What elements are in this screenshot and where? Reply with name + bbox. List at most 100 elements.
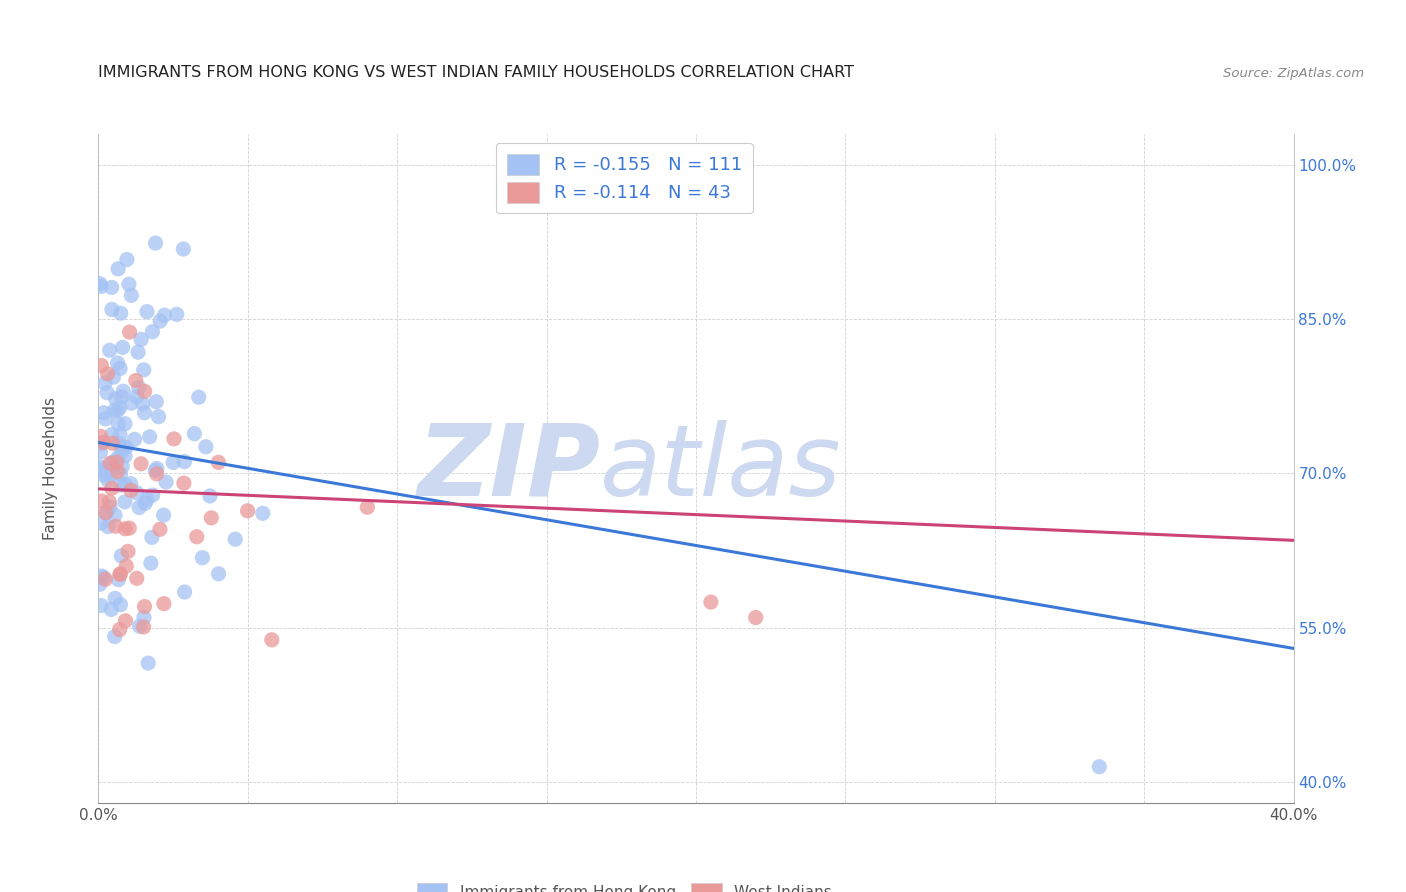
Point [97, 473, 120, 487]
Point [128, 380, 150, 394]
Point [108, 401, 131, 415]
Point [120, 288, 142, 302]
Point [129, 333, 152, 347]
Point [114, 522, 136, 536]
Point [110, 306, 132, 320]
Point [700, 595, 723, 609]
Text: ZIP: ZIP [418, 420, 600, 516]
Point [153, 597, 176, 611]
Point [104, 630, 127, 644]
Point [100, 460, 122, 475]
Point [90, 279, 112, 293]
Point [118, 521, 141, 535]
Point [97, 519, 120, 533]
Text: Family Households: Family Households [44, 397, 58, 540]
Point [104, 591, 127, 606]
Point [112, 440, 135, 454]
Point [101, 456, 124, 470]
Point [96, 367, 118, 381]
Point [107, 417, 129, 431]
Point [115, 558, 138, 573]
Point [252, 506, 274, 520]
Point [110, 467, 132, 482]
Point [100, 280, 122, 294]
Point [93, 435, 115, 450]
Point [110, 478, 132, 492]
Point [145, 464, 167, 478]
Point [152, 508, 174, 523]
Point [128, 619, 150, 633]
Point [125, 390, 148, 404]
Point [90, 429, 112, 443]
Point [1088, 760, 1111, 774]
Point [146, 461, 169, 475]
Point [98, 495, 121, 509]
Point [125, 571, 148, 585]
Point [98, 468, 121, 483]
Point [194, 440, 217, 454]
Point [100, 427, 122, 442]
Point [135, 492, 157, 507]
Point [186, 530, 208, 544]
Point [90, 516, 112, 530]
Point [90, 359, 112, 373]
Point [100, 481, 122, 495]
Point [198, 489, 221, 503]
Point [114, 495, 136, 509]
Point [134, 496, 156, 510]
Point [132, 620, 155, 634]
Point [89, 437, 111, 451]
Point [90, 599, 112, 613]
Point [90, 494, 112, 508]
Point [166, 307, 188, 321]
Point [125, 486, 148, 500]
Point [120, 483, 142, 498]
Point [136, 656, 159, 670]
Point [120, 396, 142, 410]
Point [115, 440, 138, 454]
Point [111, 390, 134, 404]
Point [745, 610, 768, 624]
Point [145, 467, 167, 481]
Point [110, 598, 132, 612]
Point [111, 459, 134, 474]
Point [132, 610, 155, 624]
Point [138, 430, 160, 444]
Point [134, 599, 156, 614]
Point [104, 519, 127, 533]
Point [104, 392, 127, 406]
Point [98, 500, 121, 514]
Point [93, 462, 115, 476]
Point [356, 500, 378, 515]
Point [153, 308, 176, 322]
Point [111, 340, 134, 354]
Point [134, 406, 156, 420]
Point [148, 409, 170, 424]
Point [125, 374, 148, 388]
Point [98, 456, 121, 470]
Point [207, 566, 229, 581]
Point [104, 508, 127, 523]
Text: Source: ZipAtlas.com: Source: ZipAtlas.com [1223, 67, 1364, 80]
Point [183, 426, 205, 441]
Point [173, 454, 195, 468]
Point [141, 530, 163, 544]
Point [90, 460, 112, 475]
Point [101, 302, 124, 317]
Point [107, 403, 129, 417]
Point [108, 436, 131, 450]
Point [173, 585, 195, 599]
Point [173, 476, 195, 491]
Point [200, 511, 222, 525]
Point [107, 573, 129, 587]
Point [107, 261, 129, 276]
Point [162, 455, 184, 469]
Point [132, 363, 155, 377]
Point [124, 433, 146, 447]
Point [93, 406, 115, 420]
Point [110, 444, 132, 458]
Point [94, 572, 117, 586]
Point [114, 417, 136, 431]
Legend: Immigrants from Hong Kong, West Indians: Immigrants from Hong Kong, West Indians [411, 878, 838, 892]
Point [93, 571, 115, 585]
